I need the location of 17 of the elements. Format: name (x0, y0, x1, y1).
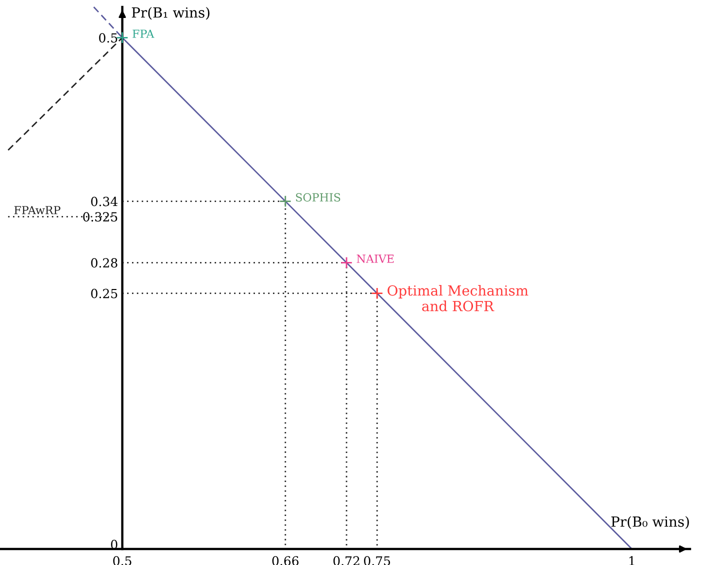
series-label: FPA (132, 30, 154, 38)
point (279, 195, 292, 208)
point (116, 32, 128, 44)
y-axis-title: Pr(B₁ wins) (132, 7, 210, 20)
x-axis-title: Pr(B₀ wins) (611, 516, 689, 529)
series-label: NAIVE (356, 254, 394, 263)
x-tick-label: 1 (629, 556, 634, 565)
point (371, 287, 384, 300)
y-tick-label: 0.325 (83, 212, 118, 222)
y-tick-label: 0.25 (91, 288, 118, 298)
series-label: Optimal Mechanism and ROFR (388, 285, 528, 312)
text: FPAwRP (14, 206, 60, 214)
y-tick-label: 0.34 (91, 196, 118, 206)
series-label: SOPHIS (296, 193, 340, 202)
y-tick-label: 0.5 (99, 33, 118, 43)
point (340, 256, 353, 269)
y-tick-label: 0.28 (91, 258, 118, 268)
